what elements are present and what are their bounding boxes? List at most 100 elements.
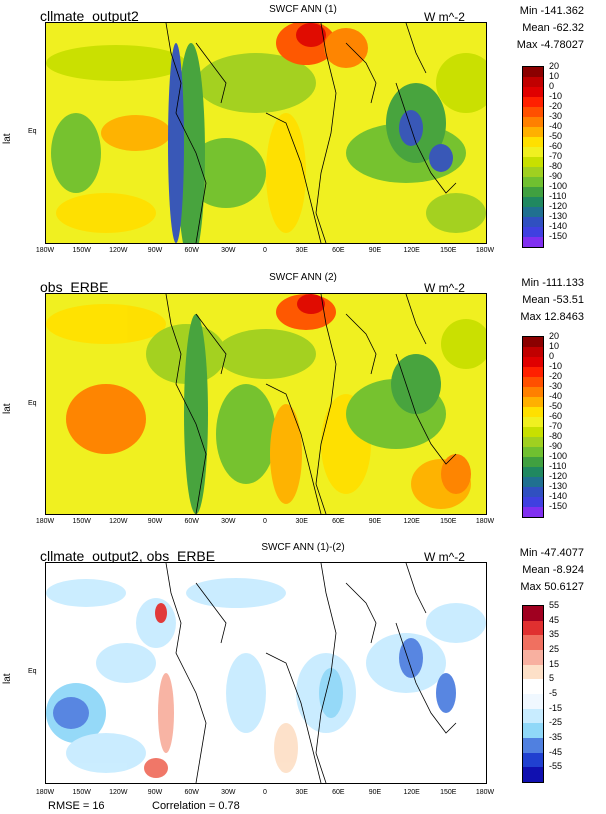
colorbar-tick-label: 0	[549, 81, 555, 91]
x-axis-ticks: 180W 150W 120W 90W 60W 30W 0 30E 60E 90E…	[36, 247, 494, 257]
colorbar-tick-label: -70	[549, 421, 563, 431]
colorbar-swatch	[523, 397, 543, 407]
colorbar	[522, 66, 544, 248]
colorbar-tick-label: -140	[549, 221, 568, 231]
stat-mean: Mean -53.51	[522, 294, 584, 306]
stat-max: Max 12.8463	[520, 311, 584, 323]
coastlines	[165, 23, 457, 243]
stat-mean: Mean -62.32	[522, 22, 584, 34]
colorbar-tick-label: 20	[549, 61, 560, 71]
x-tick-label: 90W	[147, 247, 163, 254]
colorbar-tick-label: -25	[549, 717, 563, 728]
colorbar-tick-label: -100	[549, 451, 568, 461]
x-tick-label: 180W	[475, 247, 495, 254]
x-tick-label: 120W	[109, 789, 128, 796]
x-tick-label: 180W	[35, 518, 55, 525]
colorbar-swatch	[523, 694, 543, 709]
plot-title: SWCF ANN (2)	[269, 272, 337, 283]
colorbar-tick-label: -10	[549, 361, 563, 371]
x-tick-label: 30E	[295, 789, 308, 796]
x-tick-label: 150W	[72, 247, 91, 254]
x-tick-label: 30W	[221, 789, 236, 796]
plot-title: SWCF ANN (1)	[269, 4, 337, 15]
colorbar-swatch	[523, 187, 543, 197]
colorbar-tick-label: -110	[549, 461, 567, 471]
colorbar-tick-label: 10	[549, 341, 560, 351]
colorbar-tick-label: -140	[549, 491, 568, 501]
colorbar-swatch	[523, 77, 543, 87]
colorbar-tick-label: -55	[549, 761, 563, 772]
stat-min: Min -111.133	[521, 277, 584, 289]
colorbar-swatch	[523, 679, 543, 694]
colorbar-tick-label: -80	[549, 161, 563, 171]
x-tick-label: 150W	[72, 518, 91, 525]
x-tick-label: 120W	[109, 518, 128, 525]
x-tick-label: 180W	[35, 789, 55, 796]
colorbar-tick-label: 10	[549, 71, 560, 81]
x-tick-label: 120W	[109, 247, 128, 254]
units-label: W m^-2	[424, 550, 465, 564]
colorbar	[522, 605, 544, 783]
x-tick-label: 180W	[475, 518, 495, 525]
x-tick-label: 30W	[221, 518, 236, 525]
map-plot	[45, 22, 487, 244]
colorbar-tick-label: -90	[549, 171, 563, 181]
x-tick-label: 60E	[332, 247, 345, 254]
colorbar-tick-label: -30	[549, 111, 563, 121]
colorbar-tick-label: -30	[549, 381, 563, 391]
case-name: cllmate_output2	[40, 8, 139, 24]
x-tick-label: 60E	[332, 518, 345, 525]
colorbar-tick-label: -50	[549, 131, 563, 141]
colorbar-swatch	[523, 147, 543, 157]
stat-max: Max 50.6127	[520, 581, 584, 593]
colorbar-tick-label: -150	[549, 501, 568, 511]
stat-min: Min -47.4077	[519, 547, 584, 559]
colorbar-swatch	[523, 457, 543, 467]
y-axis-label: lat	[2, 133, 13, 144]
colorbar-tick-label: -5	[549, 688, 558, 698]
case-name: cllmate_output2, obs_ERBE	[40, 548, 216, 564]
colorbar-swatch	[523, 708, 543, 724]
colorbar-swatch	[523, 207, 543, 217]
colorbar-swatch	[523, 337, 543, 347]
colorbar-tick-label: -60	[549, 411, 563, 421]
colorbar-swatch	[523, 237, 543, 247]
colorbar-tick-label: -90	[549, 441, 563, 451]
colorbar-swatch	[523, 767, 543, 782]
colorbar-swatch	[523, 217, 543, 227]
colorbar-swatch	[523, 87, 543, 97]
colorbar-tick-label: -50	[549, 401, 563, 411]
x-tick-label: 120E	[403, 789, 420, 796]
colorbar-swatch	[523, 137, 543, 147]
colorbar-tick-label: -120	[549, 471, 568, 481]
colorbar-tick-label: 55	[549, 600, 560, 610]
units-label: W m^-2	[424, 10, 465, 24]
x-tick-label: 180W	[475, 789, 495, 796]
colorbar-tick-label: -70	[549, 151, 563, 161]
colorbar-tick-label: 35	[549, 629, 560, 640]
eq-tick-label: Eq	[28, 400, 37, 407]
correlation-label: Correlation = 0.78	[152, 800, 240, 812]
x-tick-label: 30W	[221, 247, 236, 254]
colorbar-tick-label: 15	[549, 658, 560, 669]
map-plot	[45, 562, 487, 784]
colorbar-tick-label: -130	[549, 481, 568, 491]
colorbar-swatch	[523, 387, 543, 397]
colorbar-swatch	[523, 467, 543, 477]
colorbar-swatch	[523, 177, 543, 187]
colorbar-tick-label: -20	[549, 101, 563, 111]
x-tick-label: 120E	[403, 518, 420, 525]
colorbar-swatch	[523, 227, 543, 237]
colorbar-tick-label: -130	[549, 211, 568, 221]
stat-min: Min -141.362	[519, 5, 584, 17]
colorbar-tick-label: -10	[549, 91, 563, 101]
x-tick-label: 150E	[440, 247, 457, 254]
x-tick-label: 120E	[403, 247, 420, 254]
stats-block: Min -111.133 Mean -53.51 Max 12.8463	[480, 275, 584, 326]
plot-title: SWCF ANN (1)-(2)	[261, 542, 345, 553]
colorbar-swatch	[523, 117, 543, 127]
x-tick-label: 30E	[295, 247, 308, 254]
colorbar-tick-label: -80	[549, 431, 563, 441]
colorbar-tick-label: 25	[549, 644, 560, 654]
colorbar-swatch	[523, 507, 543, 517]
